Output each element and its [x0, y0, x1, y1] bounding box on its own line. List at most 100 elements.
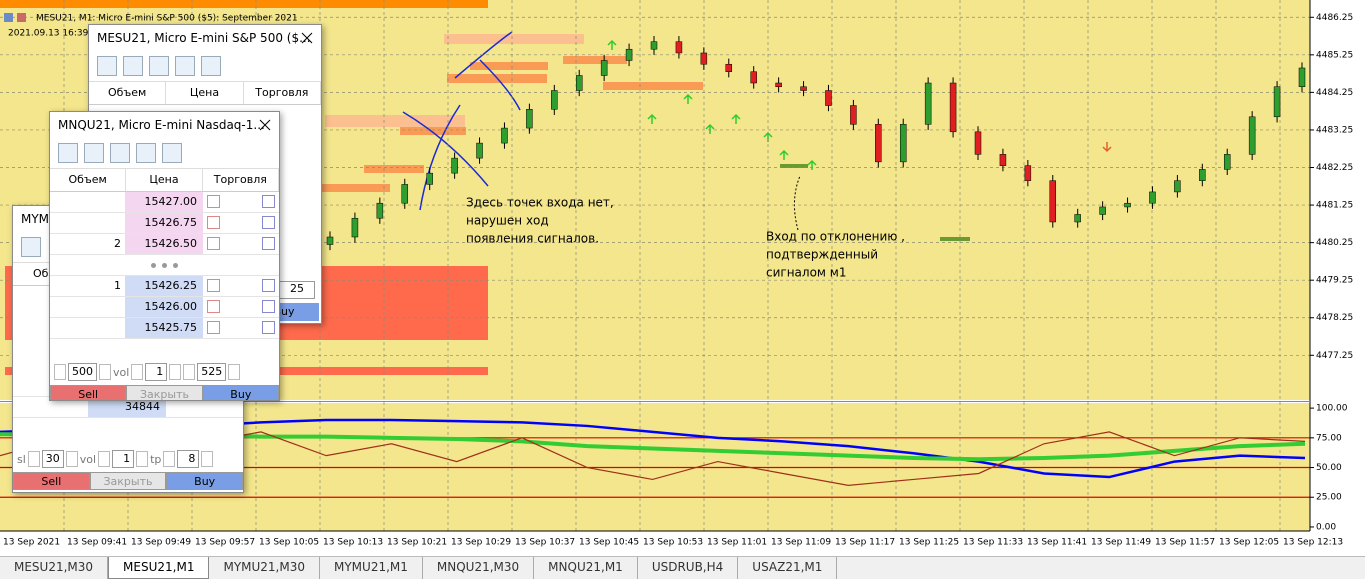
x-tick-label: 13 Sep 11:57 — [1155, 538, 1215, 548]
sell-limit[interactable] — [207, 195, 220, 208]
annotation: появления сигналов. — [466, 232, 599, 246]
book-row: 2 15426.50 — [50, 234, 279, 255]
sell-limit[interactable] — [207, 279, 220, 292]
x-tick-label: 13 Sep 09:57 — [195, 538, 255, 548]
sell-button[interactable]: Sell — [50, 385, 127, 400]
tab[interactable]: MYMU21,M1 — [320, 557, 423, 579]
tab[interactable]: MNQU21,M1 — [534, 557, 638, 579]
y-tick-label: 0.00 — [1316, 522, 1336, 532]
input[interactable]: 8 — [177, 450, 200, 468]
annotation: Здесь точек входа нет, — [466, 196, 614, 210]
candle-body — [1099, 206, 1106, 215]
spin-down[interactable] — [54, 364, 66, 380]
y-tick-label: 4484.25 — [1316, 88, 1353, 98]
y-tick-label: 100.00 — [1316, 404, 1348, 414]
annotations: Здесь точек входа нет, нарушен ход появлен… — [466, 196, 905, 280]
spin-up[interactable] — [136, 451, 149, 467]
control-label: tp — [150, 452, 162, 466]
tab[interactable]: MESU21,M1 — [108, 557, 210, 579]
header-row: Объем Цена Торговля — [89, 82, 321, 105]
sell-limit[interactable] — [207, 321, 220, 334]
buy-limit[interactable] — [262, 321, 275, 334]
book-row: 1 15426.25 — [50, 276, 279, 297]
buy-button[interactable]: Buy — [166, 472, 243, 490]
spin-up[interactable] — [65, 451, 78, 467]
spin-up[interactable] — [99, 364, 111, 380]
price: 15427.00 — [125, 192, 203, 212]
close[interactable] — [259, 119, 271, 131]
sell-limit[interactable] — [207, 216, 220, 229]
input[interactable]: 30 — [41, 450, 64, 468]
buy-limit[interactable] — [262, 300, 275, 313]
spin-up[interactable] — [201, 451, 214, 467]
candle-body — [351, 217, 359, 238]
toolbar — [89, 51, 321, 82]
x-tick-label: 13 Sep 09:41 — [67, 538, 127, 548]
tab[interactable]: MYMU21,M30 — [209, 557, 320, 579]
title: MESU21, Micro E-mini S&P 500 ($... — [97, 31, 311, 45]
signal-arrow-down — [1102, 142, 1112, 153]
tab[interactable]: USDRUB,H4 — [638, 557, 739, 579]
candle-body — [426, 172, 433, 185]
control-label: sl — [17, 452, 26, 466]
spacer — [50, 339, 279, 359]
candle-body — [725, 63, 733, 72]
tab[interactable]: USAZ21,M1 — [738, 557, 838, 579]
cls-button[interactable]: Закрыть — [126, 385, 203, 400]
input[interactable]: 1 — [112, 450, 135, 468]
controls: sl 30 vol 1 tp 8 — [13, 446, 243, 472]
spin-down[interactable] — [131, 364, 144, 380]
input[interactable]: 500 — [68, 363, 97, 381]
x-tick-label: 13 Sep 10:37 — [515, 538, 575, 548]
input[interactable]: 525 — [197, 363, 227, 381]
cls-button[interactable]: Закрыть — [89, 472, 167, 490]
spin-down[interactable] — [183, 364, 196, 380]
sell-button[interactable]: Sell — [13, 472, 90, 490]
dot — [151, 262, 156, 268]
spin-up[interactable] — [228, 364, 241, 380]
spin-up[interactable] — [169, 364, 182, 380]
price: 15425.75 — [125, 318, 203, 338]
annotation: нарушен ход — [466, 214, 549, 228]
candle-body — [1124, 202, 1131, 208]
title: MYM — [21, 212, 50, 226]
buy-limit[interactable] — [262, 195, 275, 208]
header-row: Объем Цена Торговля — [50, 169, 279, 192]
volume: 2 — [114, 237, 121, 250]
candle-body — [326, 236, 334, 245]
input[interactable]: 1 — [145, 363, 168, 381]
candle-body — [1273, 86, 1281, 118]
spin-down[interactable] — [98, 451, 111, 467]
close[interactable] — [301, 32, 313, 44]
input[interactable]: 25 — [279, 281, 315, 299]
candle-body — [1049, 180, 1057, 223]
control-label: vol — [79, 452, 97, 466]
spin-down[interactable] — [27, 451, 40, 467]
sell-limit[interactable] — [207, 237, 220, 250]
annotation: подтвержденный — [766, 248, 878, 262]
x-tick-label: 13 Sep 10:53 — [643, 538, 703, 548]
volume: 1 — [114, 279, 121, 292]
price: 15426.50 — [125, 234, 203, 254]
spin-down[interactable] — [163, 451, 176, 467]
buy-limit[interactable] — [262, 279, 275, 292]
candle-body — [1248, 116, 1256, 155]
candle-body — [675, 41, 683, 54]
candle-body — [924, 82, 932, 125]
candle-body — [700, 52, 708, 65]
price: 34844 — [88, 397, 166, 417]
buy-button[interactable]: Buy — [202, 385, 279, 400]
candle-body — [1174, 180, 1181, 193]
sell-limit[interactable] — [207, 300, 220, 313]
tab[interactable]: MESU21,M30 — [0, 557, 109, 579]
price: 15426.00 — [125, 297, 203, 317]
order-window[interactable]: MNQU21, Micro E-mini Nasdaq-1... Объем Це… — [49, 111, 280, 401]
buy-limit[interactable] — [262, 237, 275, 250]
x-tick-label: 13 Sep 10:05 — [259, 538, 319, 548]
buy-limit[interactable] — [262, 216, 275, 229]
candle-body — [1199, 169, 1206, 181]
header: Объем — [89, 82, 167, 104]
tab[interactable]: MNQU21,M30 — [423, 557, 535, 579]
volume — [50, 213, 125, 233]
x-tick-label: 13 Sep 11:17 — [835, 538, 895, 548]
